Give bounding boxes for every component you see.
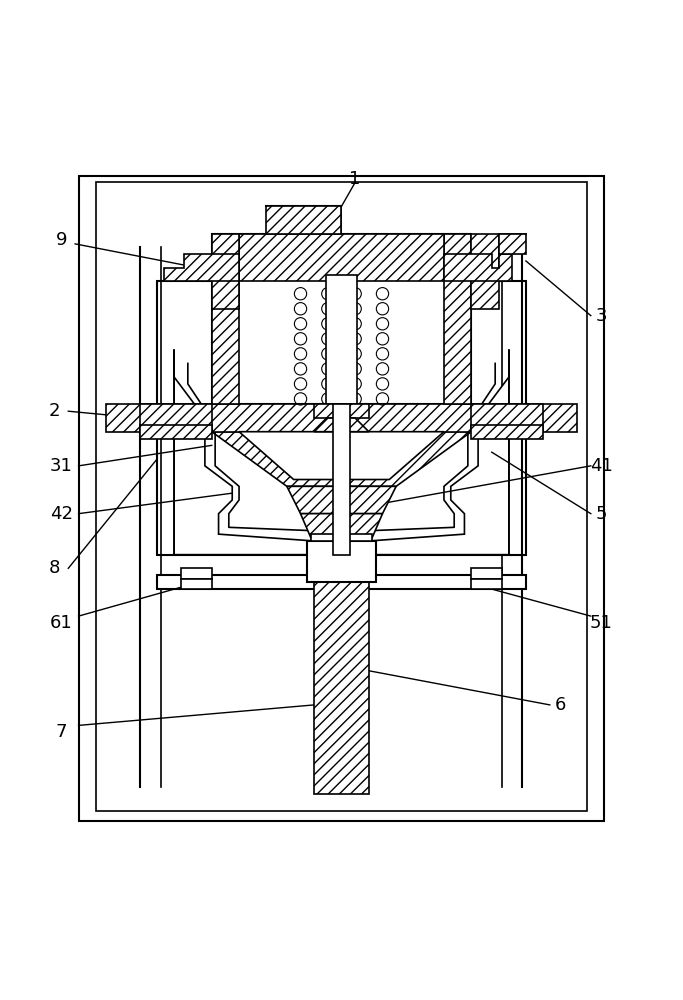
Bar bbox=[471, 568, 502, 579]
Text: 9: 9 bbox=[56, 231, 67, 249]
Bar bbox=[307, 541, 376, 582]
Text: 1: 1 bbox=[350, 170, 361, 188]
Bar bbox=[181, 579, 212, 589]
Polygon shape bbox=[174, 350, 314, 555]
Polygon shape bbox=[471, 425, 543, 439]
Polygon shape bbox=[369, 350, 509, 555]
Polygon shape bbox=[239, 432, 444, 480]
Polygon shape bbox=[314, 555, 369, 794]
Bar bbox=[79, 176, 604, 821]
Text: 51: 51 bbox=[589, 614, 613, 632]
Polygon shape bbox=[140, 404, 212, 432]
Bar bbox=[471, 579, 502, 589]
Bar bbox=[326, 275, 357, 404]
Text: 3: 3 bbox=[596, 307, 607, 325]
Text: 5: 5 bbox=[596, 505, 607, 523]
Bar bbox=[181, 568, 212, 579]
Text: 2: 2 bbox=[49, 402, 60, 420]
Bar bbox=[96, 182, 587, 811]
Polygon shape bbox=[157, 575, 526, 589]
Polygon shape bbox=[106, 404, 577, 432]
Text: 6: 6 bbox=[555, 696, 566, 714]
Text: 8: 8 bbox=[49, 559, 60, 577]
Text: 61: 61 bbox=[50, 614, 73, 632]
Polygon shape bbox=[287, 486, 396, 514]
Polygon shape bbox=[499, 234, 526, 254]
Text: 7: 7 bbox=[56, 723, 67, 741]
Bar bbox=[157, 281, 526, 555]
Polygon shape bbox=[212, 234, 239, 309]
Polygon shape bbox=[471, 234, 499, 309]
Polygon shape bbox=[314, 404, 369, 418]
Polygon shape bbox=[444, 254, 512, 281]
Bar bbox=[311, 534, 372, 541]
Polygon shape bbox=[444, 234, 471, 404]
Text: 31: 31 bbox=[50, 457, 73, 475]
Polygon shape bbox=[314, 418, 369, 432]
Polygon shape bbox=[212, 432, 471, 486]
Polygon shape bbox=[164, 254, 239, 281]
Text: 42: 42 bbox=[50, 505, 73, 523]
Bar bbox=[333, 404, 350, 555]
Polygon shape bbox=[140, 425, 212, 439]
Polygon shape bbox=[471, 404, 543, 432]
Text: 41: 41 bbox=[589, 457, 613, 475]
Bar bbox=[266, 206, 342, 234]
Polygon shape bbox=[212, 234, 239, 404]
Bar bbox=[239, 234, 444, 281]
Polygon shape bbox=[301, 514, 382, 538]
Bar bbox=[212, 234, 471, 404]
